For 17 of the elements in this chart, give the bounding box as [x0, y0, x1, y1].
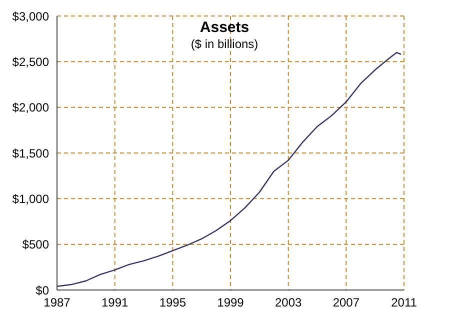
y-tick-label: $2,500	[12, 54, 50, 69]
y-tick-label: $1,000	[12, 192, 50, 206]
y-tick-label: $500	[22, 238, 50, 252]
chart-title: Assets	[198, 19, 250, 36]
y-tick-label: $2,000	[12, 100, 50, 115]
y-tick-label: $1,500	[12, 146, 50, 160]
text: ($ in billions)	[190, 37, 260, 51]
x-tick-label: 2003	[274, 296, 302, 310]
y-tick-label: $3,000	[12, 9, 50, 24]
x-tick-label: 1987	[44, 296, 71, 310]
x-tick-label: 1999	[217, 296, 244, 310]
x-tick-label: 1991	[101, 296, 129, 310]
x-tick-label: 2007	[332, 296, 360, 310]
y-tick-label: $0	[36, 283, 50, 298]
line-series	[57, 52, 402, 287]
x-tick-label: 1995	[159, 296, 186, 310]
x-tick-label: 2011	[391, 296, 418, 310]
